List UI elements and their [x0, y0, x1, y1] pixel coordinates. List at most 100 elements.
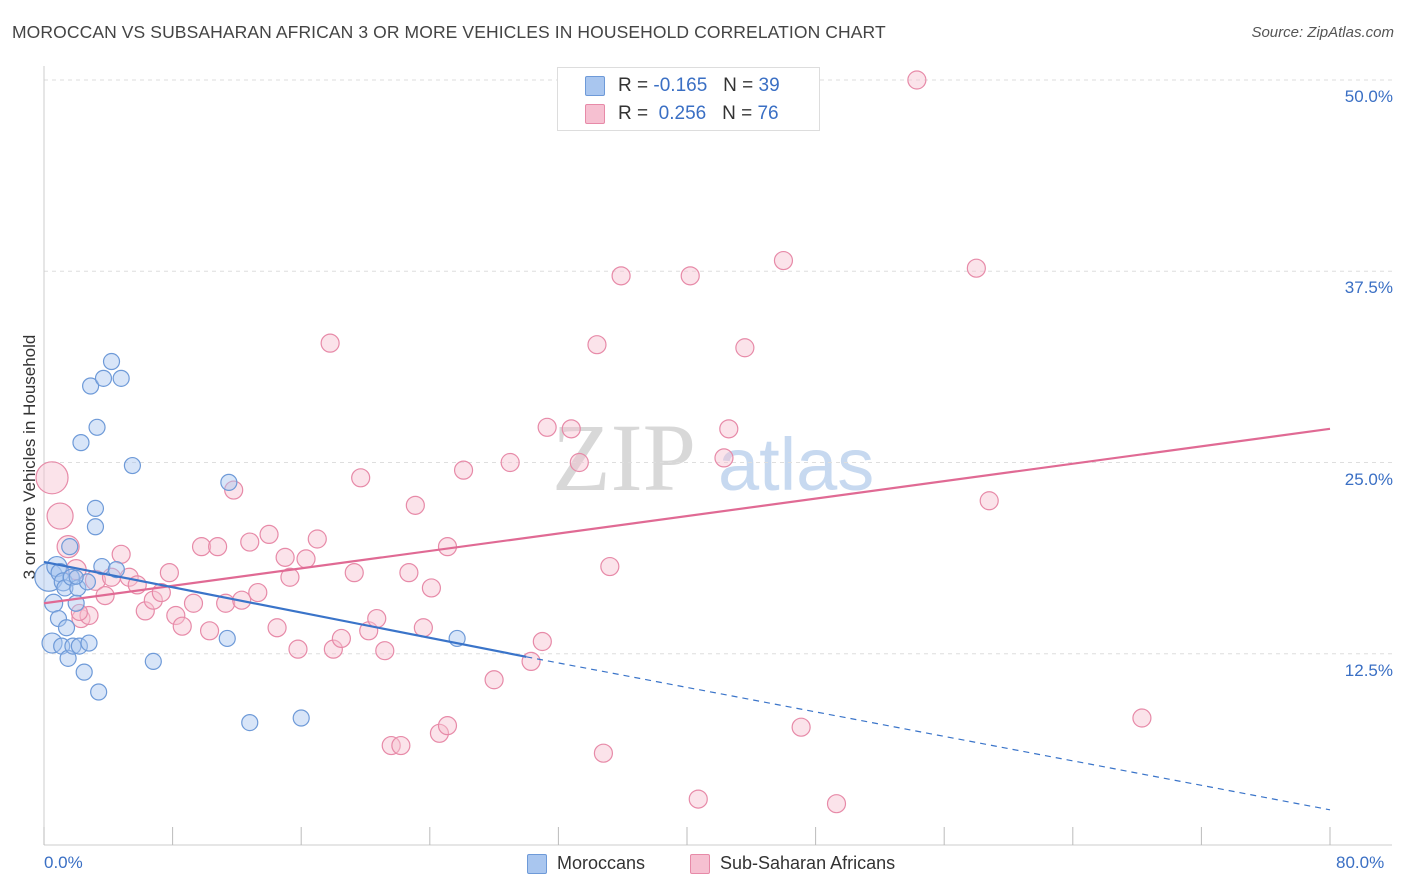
subsaharan-point — [1132, 708, 1152, 728]
subsaharan-point — [680, 266, 700, 286]
subsaharan-point — [532, 631, 552, 652]
subsaharan-point — [320, 333, 340, 353]
legend-item-subsaharan: Sub-Saharan Africans — [690, 853, 895, 874]
subsaharan-point — [437, 716, 458, 736]
subsaharan-point — [240, 532, 260, 552]
moroccan-point — [93, 557, 111, 576]
subsaharan-point — [166, 605, 186, 626]
moroccan-point — [61, 538, 79, 556]
subsaharan-point — [79, 605, 99, 626]
subsaharan-point — [259, 524, 279, 545]
subsaharan-point — [367, 608, 387, 629]
subsaharan-point — [719, 419, 739, 439]
moroccan-point — [75, 663, 93, 681]
subsaharan-point — [307, 529, 327, 549]
subsaharan-point — [979, 491, 999, 511]
subsaharan-point — [521, 651, 541, 672]
y-tick-label: 12.5% — [1344, 660, 1393, 680]
subsaharan-point — [399, 563, 419, 583]
subsaharan-point — [791, 717, 811, 737]
subsaharan-point — [593, 743, 614, 763]
moroccan-point — [90, 683, 108, 701]
subsaharan-trend-line — [43, 427, 1331, 605]
y-tick-label: 25.0% — [1344, 469, 1393, 489]
moroccan-point — [56, 579, 74, 597]
legend-n-label: N = — [723, 75, 754, 96]
subsaharan-point — [183, 593, 204, 613]
subsaharan-point — [611, 266, 631, 286]
moroccan-point — [41, 632, 63, 654]
subsaharan-point — [413, 618, 433, 638]
moroccan-point — [70, 637, 88, 655]
subsaharan-point — [280, 567, 300, 587]
legend-swatch-subsaharan — [690, 853, 710, 874]
subsaharan-point — [172, 616, 192, 636]
subsaharan-point — [344, 563, 364, 583]
legend-r-label: R = — [618, 103, 649, 124]
y-tick-label: 50.0% — [1344, 87, 1393, 106]
moroccan-point — [82, 377, 100, 395]
subsaharan-point — [35, 461, 69, 495]
subsaharan-point — [111, 544, 131, 564]
subsaharan-point — [484, 670, 504, 690]
subsaharan-point — [569, 452, 589, 473]
subsaharan-point — [429, 723, 450, 743]
subsaharan-point — [46, 502, 74, 530]
subsaharan-point — [826, 794, 847, 814]
subsaharan-point — [714, 448, 734, 468]
moroccan-trend-line — [43, 560, 527, 658]
subsaharan-point — [323, 639, 343, 659]
subsaharan-point — [381, 735, 401, 756]
subsaharan-point — [296, 549, 316, 569]
subsaharan-point — [191, 537, 212, 557]
legend-n-label: N = — [722, 103, 753, 124]
watermark-atlas: atlas — [718, 423, 874, 506]
moroccan-point — [68, 569, 84, 585]
moroccan-point — [62, 568, 80, 586]
subsaharan-point — [391, 735, 411, 756]
subsaharan-point — [735, 338, 755, 358]
subsaharan-point — [275, 547, 295, 567]
y-tick-label: 37.5% — [1344, 278, 1393, 298]
subsaharan-point — [135, 601, 155, 621]
moroccan-point — [57, 619, 76, 637]
subsaharan-point — [331, 628, 351, 649]
subsaharan-point — [208, 537, 228, 557]
moroccan-point — [88, 418, 106, 436]
subsaharan-point — [966, 258, 986, 278]
subsaharan-point — [288, 639, 308, 659]
moroccan-point — [102, 352, 121, 371]
moroccan-point — [292, 709, 310, 727]
subsaharan-point — [248, 582, 268, 603]
stats-legend: R = -0.165 N = 39 R = 0.256 N = 76 — [557, 67, 820, 131]
moroccan-point — [123, 456, 142, 475]
legend-swatch-moroccans — [585, 76, 605, 96]
subsaharan-point — [199, 621, 220, 641]
moroccan-point — [218, 629, 236, 648]
subsaharan-point — [351, 468, 371, 488]
moroccan-trend-extension — [526, 656, 1331, 811]
moroccan-point — [86, 518, 105, 536]
subsaharan-point — [224, 480, 244, 500]
moroccan-point — [80, 634, 98, 652]
subsaharan-point — [773, 250, 794, 271]
subsaharan-point — [143, 590, 163, 610]
moroccan-point — [94, 369, 113, 387]
x-tick-label-max: 80.0% — [1336, 853, 1385, 872]
subsaharan-point — [159, 563, 179, 583]
subsaharan-point — [907, 70, 927, 90]
subsaharan-point — [267, 618, 287, 638]
subsaharan-point — [56, 535, 80, 559]
moroccan-point — [64, 637, 82, 655]
moroccan-point — [72, 434, 90, 452]
subsaharan-point — [421, 578, 442, 598]
subsaharan-point — [537, 417, 557, 437]
subsaharan-point — [453, 460, 474, 480]
legend-row-subsaharan: R = 0.256 N = 76 — [618, 101, 779, 127]
legend-item-moroccans: Moroccans — [527, 853, 645, 874]
legend-n-value: 76 — [757, 103, 779, 124]
subsaharan-point — [561, 419, 581, 439]
series-legend: Moroccans Sub-Saharan Africans — [0, 851, 1406, 877]
source-label: Source: ZipAtlas.com — [1251, 24, 1394, 41]
